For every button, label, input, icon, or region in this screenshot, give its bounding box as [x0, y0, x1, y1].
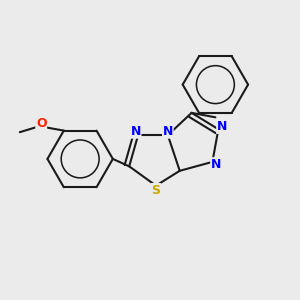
Text: N: N [163, 125, 173, 138]
Text: N: N [217, 120, 227, 133]
Text: O: O [36, 117, 46, 130]
Text: S: S [152, 184, 160, 196]
Text: N: N [130, 125, 141, 138]
Text: N: N [211, 158, 221, 171]
